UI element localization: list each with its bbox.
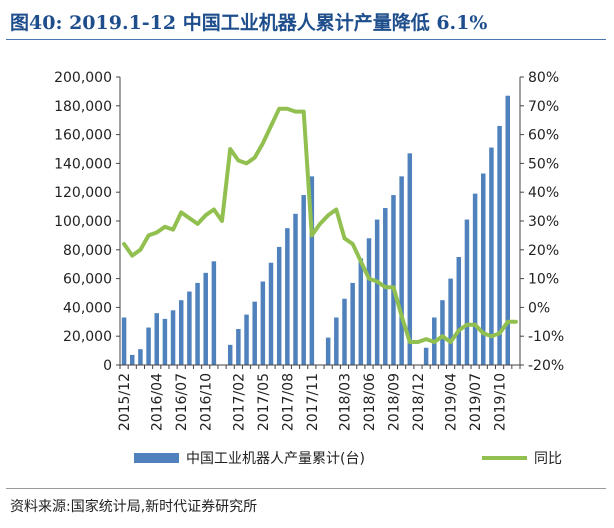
right-tick-label: -10%	[528, 329, 564, 345]
title-underline	[6, 39, 606, 40]
left-tick-label: 120,000	[54, 185, 112, 201]
bar	[293, 213, 298, 365]
bar	[325, 337, 331, 365]
bar	[146, 327, 151, 365]
bar	[464, 219, 470, 365]
x-tick-label: 2018/09	[386, 373, 402, 431]
bar	[276, 246, 282, 365]
bar	[130, 354, 135, 365]
left-tick-label: 80,000	[63, 243, 112, 259]
x-tick-label: 2017/05	[256, 373, 272, 431]
right-tick-label: -20%	[528, 358, 564, 374]
bar	[448, 278, 453, 365]
bar	[187, 291, 192, 365]
left-tick-label: 160,000	[54, 128, 112, 144]
x-tick-label: 2016/10	[199, 373, 215, 431]
right-tick-label: 40%	[528, 185, 559, 201]
x-tick-label: 2019/04	[444, 373, 460, 431]
bar	[358, 258, 364, 365]
bar	[178, 300, 184, 365]
bar-series	[121, 95, 510, 366]
bar	[407, 153, 413, 365]
bar	[489, 147, 494, 365]
bar	[260, 281, 266, 365]
bar	[138, 349, 143, 365]
right-tick-label: 30%	[528, 214, 559, 230]
chart-title: 图40: 2019.1-12 中国工业机器人累计产量降低 6.1%	[10, 12, 488, 34]
left-axis: 0 20,000 40,000 60,000 80,000 100,000 120,000 1…	[54, 70, 121, 374]
left-tick-label: 20,000	[63, 329, 112, 345]
x-tick-label: 2018/03	[337, 373, 353, 431]
right-tick-label: 70%	[528, 99, 559, 115]
right-tick-label: 50%	[528, 156, 559, 172]
bar	[170, 310, 176, 365]
right-tick-label: 60%	[528, 128, 559, 144]
bar	[203, 272, 208, 365]
left-tick-label: 0	[103, 358, 112, 374]
bar	[497, 125, 502, 366]
legend-bar-swatch	[134, 453, 179, 463]
right-axis: -20% -10% 0% 10% 20% 30% 40% 50% 60% 70% 80%	[519, 70, 564, 374]
bar	[456, 257, 462, 365]
left-tick-label: 140,000	[54, 156, 112, 172]
bar	[236, 329, 241, 365]
bar	[334, 317, 339, 365]
x-tick-label: 2017/08	[280, 373, 296, 431]
bar	[342, 298, 347, 365]
bar	[374, 219, 380, 365]
left-tick-label: 100,000	[54, 214, 112, 230]
x-tick-label: 2016/07	[174, 373, 190, 431]
bar	[366, 238, 372, 365]
x-tick-label: 2019/07	[468, 373, 484, 431]
yoy-line	[122, 106, 518, 344]
line-series	[122, 106, 518, 344]
bar	[154, 313, 159, 365]
bar	[121, 317, 127, 365]
legend-line-label: 同比	[534, 451, 562, 467]
bar	[472, 193, 478, 365]
x-tick-label: 2017/02	[231, 373, 247, 431]
right-tick-label: 10%	[528, 272, 559, 288]
x-tick-label: 2018/06	[362, 373, 378, 431]
bar	[268, 262, 274, 365]
bar	[350, 282, 355, 365]
bar	[252, 301, 257, 365]
bar	[285, 228, 290, 365]
bar	[301, 195, 306, 365]
left-tick-label: 200,000	[54, 70, 112, 86]
source-divider	[6, 488, 606, 489]
legend: 中国工业机器人产量累计(台) 同比	[134, 451, 562, 467]
bar	[195, 282, 200, 365]
bar	[244, 314, 249, 365]
bar	[309, 176, 315, 365]
bar	[440, 300, 445, 365]
right-tick-label: 0%	[528, 300, 550, 316]
right-tick-label: 80%	[528, 70, 559, 86]
x-tick-label: 2017/11	[305, 373, 321, 431]
left-tick-label: 180,000	[54, 99, 112, 115]
x-axis: 2015/12 2016/04 2016/07 2016/10 2017/02 2017/…	[117, 364, 521, 431]
left-tick-label: 60,000	[63, 272, 112, 288]
bar	[391, 195, 396, 365]
right-tick-label: 20%	[528, 243, 559, 259]
bar	[505, 95, 510, 365]
legend-bar-label: 中国工业机器人产量累计(台)	[186, 451, 365, 467]
x-tick-label: 2015/12	[117, 373, 133, 431]
source-note: 资料来源:国家统计局,新时代证券研究所	[10, 499, 258, 515]
bar	[481, 173, 486, 365]
bar	[423, 347, 429, 365]
x-tick-label: 2016/04	[150, 373, 166, 431]
x-tick-label: 2019/10	[493, 373, 509, 431]
x-tick-label: 2018/12	[411, 373, 427, 431]
bar	[227, 344, 233, 365]
bar	[399, 176, 404, 365]
bar	[211, 261, 217, 365]
left-tick-label: 40,000	[63, 300, 112, 316]
chart: 0 20,000 40,000 60,000 80,000 100,000 120,000 1…	[54, 70, 564, 467]
bar	[162, 318, 168, 365]
